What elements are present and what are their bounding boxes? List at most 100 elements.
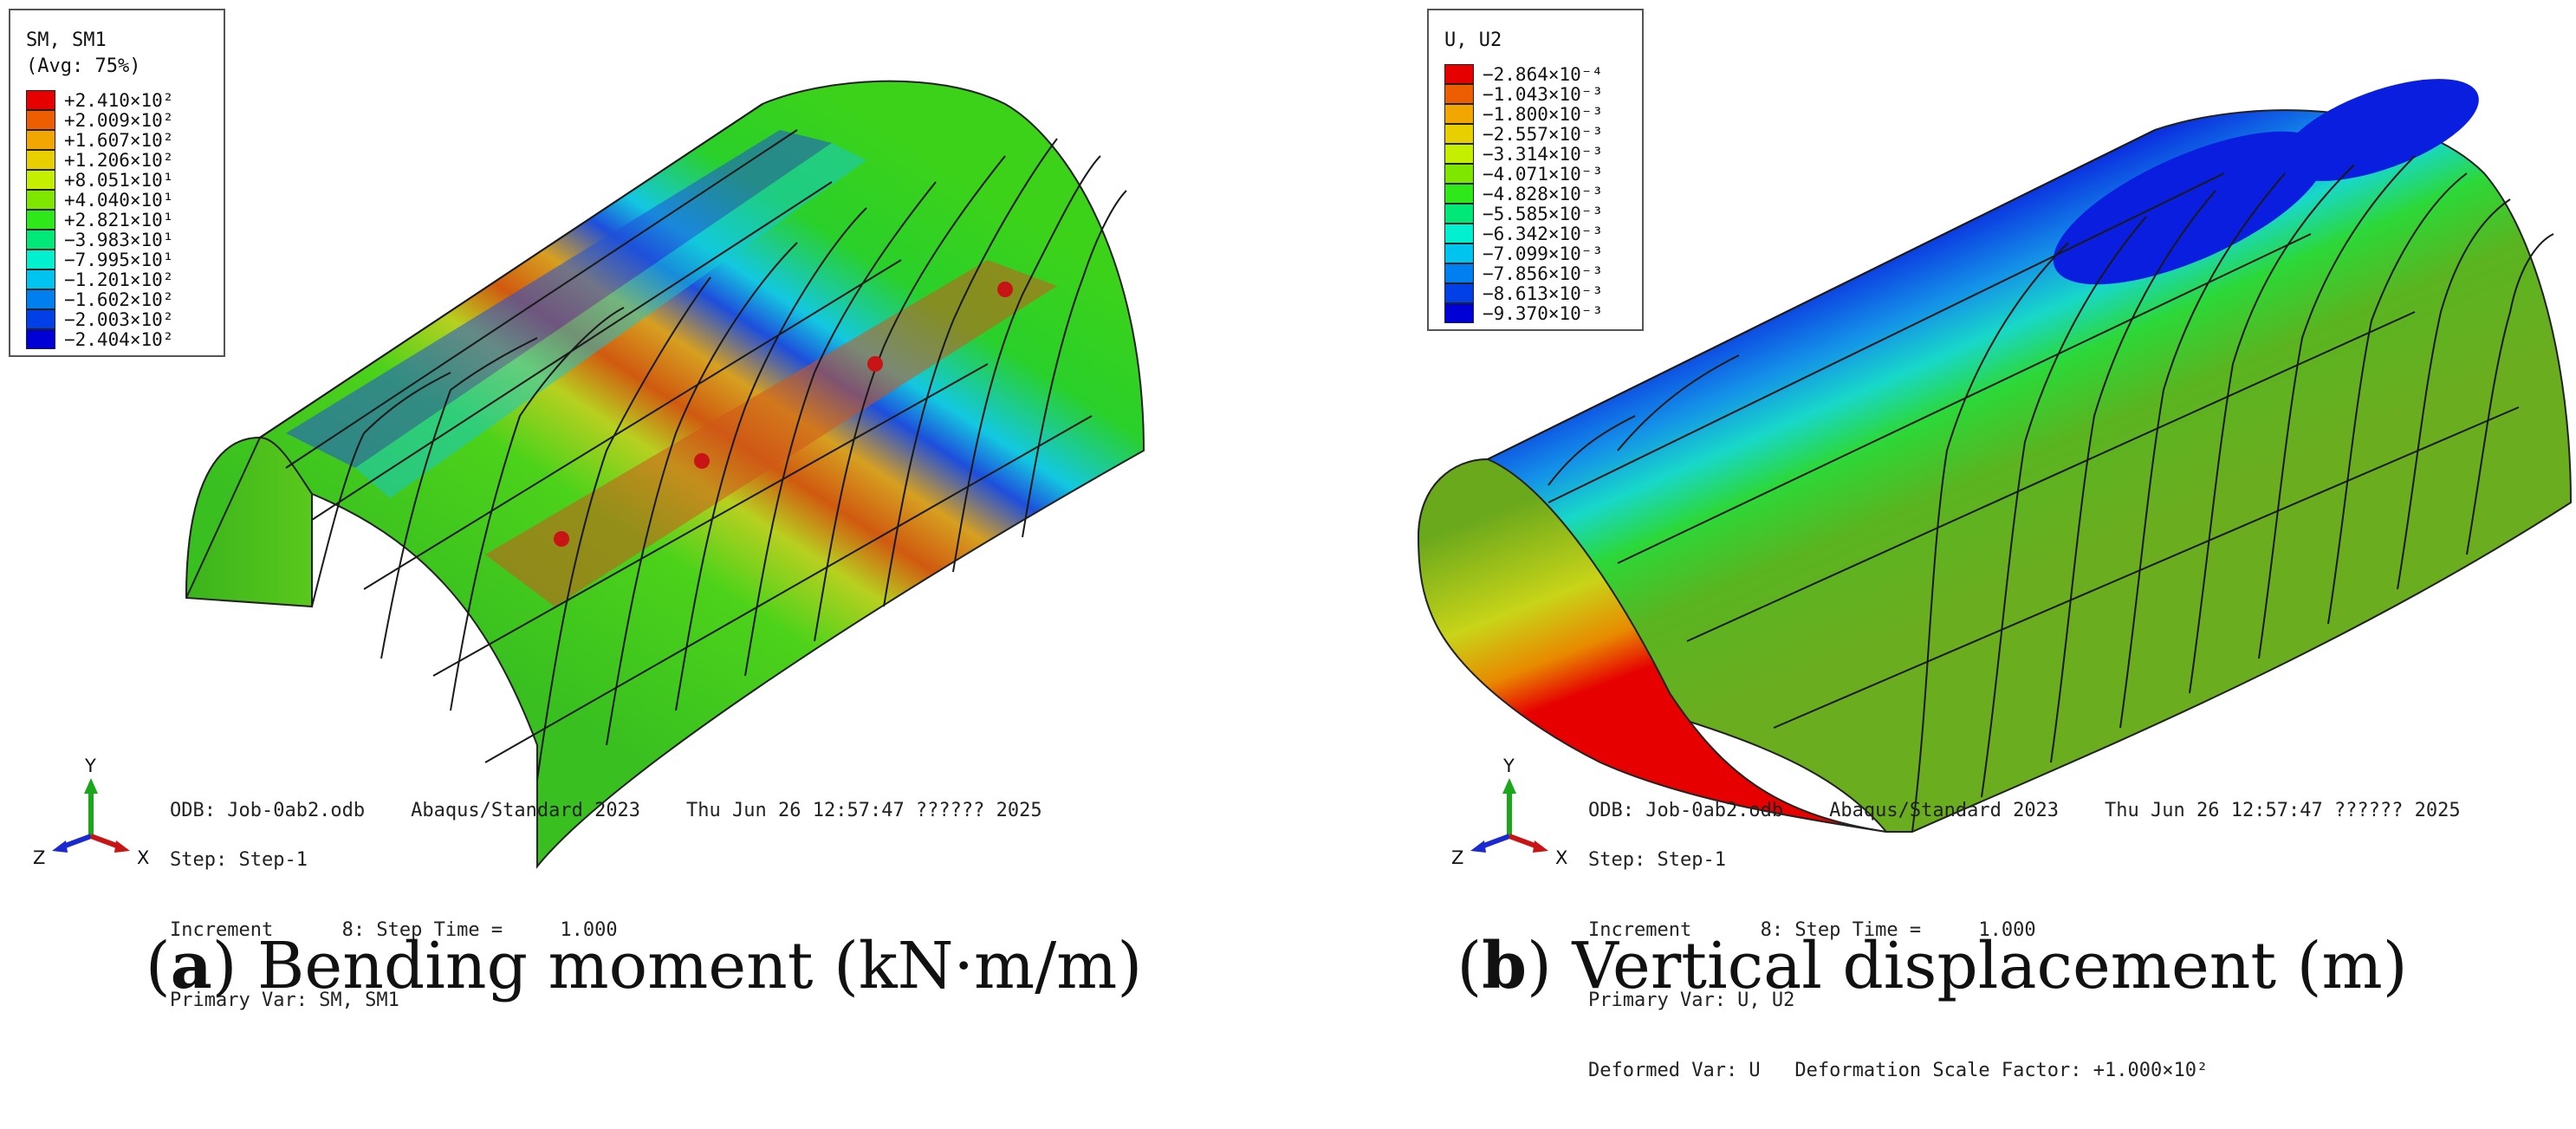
legend-entry: −4.828×10⁻³ [1444,184,1603,204]
legend-entry: −3.983×10¹ [26,230,173,250]
axis-triad-icon [52,778,130,853]
tunnel-model-viewport-b[interactable] [1288,0,2576,918]
increment-line: Increment 8: Step Time = 1.000 [1588,919,2036,941]
legend-value: −2.404×10² [64,328,174,350]
legend-swatch [26,210,55,230]
caption-letter: a [170,929,212,1003]
legend-swatch [1444,164,1474,184]
step-info: Step: Step-1 Increment 8: Step Time = 1.… [170,801,618,1059]
odb-info: ODB: Job-0ab2.odb Abaqus/Standard 2023 T… [170,752,1042,869]
legend-value: +1.607×10² [64,129,174,151]
legend-value: +2.821×10¹ [64,209,174,230]
legend-entry: +2.009×10² [26,109,174,131]
contour-band-positive [485,260,1057,607]
legend-title: U, U2 [1444,29,1502,51]
caption-text: Bending moment (kN·m/m) [237,929,1143,1003]
legend-value: −4.828×10⁻³ [1483,183,1604,204]
legend-value: +1.206×10² [64,149,174,171]
hinge-markers [554,282,1013,547]
legend-swatch [1444,184,1474,204]
step-line: Step: Step-1 [1588,849,1726,871]
legend-entry: −7.099×10⁻³ [1444,243,1604,264]
increment-line: Increment 8: Step Time = 1.000 [170,919,618,941]
legend-entry: −9.370×10⁻³ [1444,302,1604,324]
legend-entry: −2.864×10⁻⁴ [1444,64,1603,85]
segment-lines [259,103,1127,781]
legend-entry: −5.585×10⁻³ [1444,204,1603,224]
max-displacement-zone [2053,131,2326,285]
contour-band-negative [286,130,832,468]
legend-swatch [26,250,55,269]
tunnel-shell [1417,109,2573,833]
legend-entry: +2.821×10¹ [26,210,173,230]
odb-line: ODB: Job-0ab2.odb Abaqus/Standard 2023 T… [170,800,1042,821]
legend-value: −6.342×10⁻³ [1483,223,1604,244]
tunnel-model-viewport-a[interactable] [0,0,1288,918]
legend-value: −2.003×10² [64,308,174,330]
legend-box: U, U2 −2.864×10⁻⁴ −1.043×10⁻³ −1.800×10⁻³ −… [1427,9,1644,331]
legend-entry: −2.003×10² [26,308,174,330]
legend-entry: −2.404×10² [26,328,174,350]
legend-entry: −7.995×10¹ [26,249,174,270]
axis-label-z: Z [33,847,46,868]
legend-averaging: (Avg: 75%) [26,55,141,77]
panel-vertical-displacement: U, U2 −2.864×10⁻⁴ −1.043×10⁻³ −1.800×10⁻³ −… [1288,0,2576,1081]
legend-entry: −1.201×10² [26,269,174,290]
legend-entry: +1.607×10² [26,129,174,151]
legend-entry: −1.800×10⁻³ [1444,103,1604,125]
legend-swatch [1444,104,1474,124]
legend-entry: +2.410×10² [26,90,173,111]
max-displacement-zone [2281,79,2479,181]
legend-swatch [26,110,55,130]
legend-swatch [1444,204,1474,224]
legend-swatch [26,309,55,329]
legend-swatch [26,269,55,289]
legend-value: +8.051×10¹ [64,169,174,191]
legend-swatch [26,90,55,110]
axis-label-z: Z [1451,847,1464,868]
legend-entry: −1.043×10⁻³ [1444,83,1604,105]
legend-entry: −6.342×10⁻³ [1444,223,1604,244]
legend-value: −7.856×10⁻³ [1483,263,1604,284]
legend-swatch [1444,64,1474,84]
legend-value: −9.370×10⁻³ [1483,302,1604,324]
legend-value: −3.314×10⁻³ [1483,143,1604,165]
primary-var-line: Primary Var: SM, SM1 [170,989,399,1011]
legend-entry: −2.557×10⁻³ [1444,123,1604,145]
legend-value: −1.043×10⁻³ [1483,83,1604,105]
legend-entry: +8.051×10¹ [26,169,174,191]
legend-value: −5.585×10⁻³ [1483,203,1604,224]
deformed-var-line: Deformed Var: U Deformation Scale Factor… [1588,1060,2209,1081]
legend-swatch [1444,303,1474,323]
legend-entry: −3.314×10⁻³ [1444,143,1604,165]
axis-label-y: Y [85,756,96,776]
legend-value: +2.009×10² [64,109,174,131]
odb-info: ODB: Job-0ab2.odb Abaqus/Standard 2023 T… [1588,752,2461,869]
caption-a: (a) Bending moment (kN·m/m) [145,929,1143,1003]
legend-swatch [1444,283,1474,303]
legend-value: −1.800×10⁻³ [1483,103,1604,125]
legend-swatch [1444,243,1474,263]
step-line: Step: Step-1 [170,849,308,871]
axis-label-y: Y [1503,756,1515,776]
legend-swatch [26,230,55,250]
legend-value: −7.099×10⁻³ [1483,243,1604,264]
legend-swatch [26,190,55,210]
legend-swatch [1444,144,1474,164]
legend-value: +4.040×10¹ [64,189,174,211]
legend-value: −1.201×10² [64,269,174,290]
legend-value: −7.995×10¹ [64,249,174,270]
legend-value: −1.602×10² [64,289,174,310]
legend-swatch [1444,124,1474,144]
segment-lines [1487,129,2554,833]
legend-value: −4.071×10⁻³ [1483,163,1604,185]
legend-swatch [1444,84,1474,104]
legend-entry: −8.613×10⁻³ [1444,283,1603,304]
caption-b: (b) Vertical displacement (m) [1457,929,2408,1003]
legend-entry: −1.602×10² [26,289,174,310]
legend-swatch [26,150,55,170]
legend-value: −2.557×10⁻³ [1483,123,1604,145]
legend-swatch [26,170,55,190]
legend-box: SM, SM1 (Avg: 75%) +2.410×10² +2.009×10² +… [9,9,225,357]
legend-swatch [26,329,55,349]
